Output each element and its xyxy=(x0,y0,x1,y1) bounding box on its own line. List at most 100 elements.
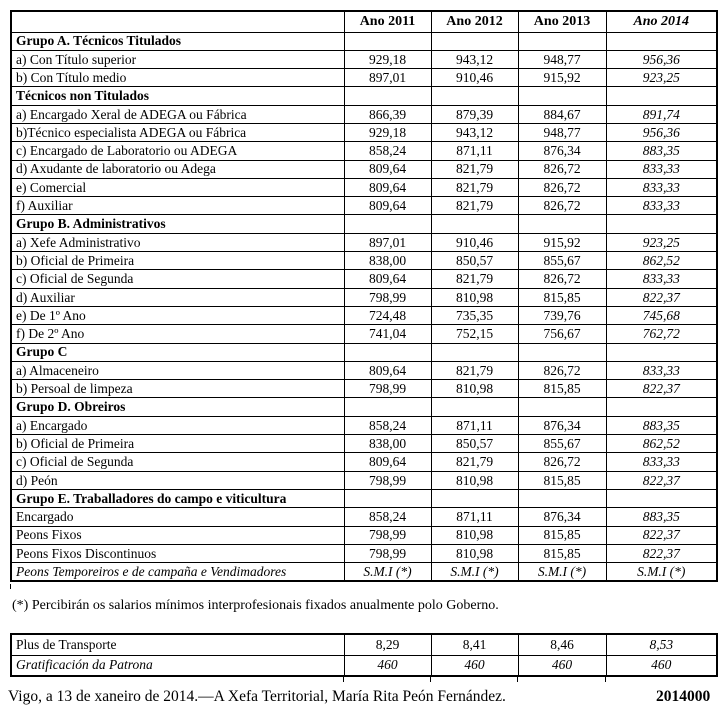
value-cell: 822,37 xyxy=(605,525,718,545)
value-cell: 862,52 xyxy=(605,251,718,271)
table-row: c) Oficial de Segunda 809,64 821,79 826,72 8… xyxy=(10,269,718,289)
value-cell: 821,79 xyxy=(430,360,519,381)
value-cell: 876,34 xyxy=(517,507,607,527)
value-cell: 815,85 xyxy=(517,379,607,399)
value-cell: 855,67 xyxy=(517,251,607,271)
row-label: Grupo B. Administrativos xyxy=(10,214,345,234)
value-cell: 858,24 xyxy=(343,507,432,527)
value-cell: 883,35 xyxy=(605,141,718,161)
table-border-stub xyxy=(10,584,11,589)
table-row: d) Axudante de laboratorio ou Adega 809,6… xyxy=(10,159,718,179)
value-cell: 910,46 xyxy=(430,68,519,88)
value-cell: 891,74 xyxy=(605,104,718,124)
row-label: d) Auxiliar xyxy=(10,287,345,307)
value-cell: 838,00 xyxy=(343,434,432,454)
value-cell: 822,37 xyxy=(605,470,718,490)
value-cell: 821,79 xyxy=(430,196,519,216)
row-label: f) Auxiliar xyxy=(10,196,345,216)
table-row: c) Encargado de Laboratorio ou ADEGA 858,… xyxy=(10,141,718,161)
value-cell: 883,35 xyxy=(605,507,718,527)
row-label: d) Peón xyxy=(10,470,345,490)
table-row: f) De 2º Ano 741,04 752,15 756,67 762,72 xyxy=(10,324,718,344)
table-row: Peons Temporeiros e de campaña e Vendima… xyxy=(10,562,718,582)
value-cell: 915,92 xyxy=(517,68,607,88)
value-cell: 826,72 xyxy=(517,159,607,179)
table-border-stub xyxy=(430,677,431,682)
table-row: Plus de Transporte 8,29 8,41 8,46 8,53 xyxy=(10,633,718,656)
table-border-stub xyxy=(517,677,518,682)
table-row: d) Peón 798,99 810,98 815,85 822,37 xyxy=(10,470,718,490)
value-cell xyxy=(430,86,519,106)
value-cell: S.M.I (*) xyxy=(605,562,718,582)
value-cell: 826,72 xyxy=(517,269,607,289)
value-cell xyxy=(605,214,718,234)
table-row: b) Oficial de Primeira 838,00 850,57 855,67… xyxy=(10,434,718,454)
value-cell: 866,39 xyxy=(343,104,432,124)
value-cell: 810,98 xyxy=(430,287,519,307)
value-cell: 876,34 xyxy=(517,141,607,161)
table-row: Peons Fixos 798,99 810,98 815,85 822,37 xyxy=(10,525,718,545)
row-label: Plus de Transporte xyxy=(10,633,345,656)
value-cell: 821,79 xyxy=(430,159,519,179)
value-cell: 833,33 xyxy=(605,360,718,381)
value-cell: 826,72 xyxy=(517,177,607,198)
table-row: Técnicos non Titulados xyxy=(10,86,718,106)
value-cell: 862,52 xyxy=(605,434,718,454)
value-cell: 815,85 xyxy=(517,287,607,307)
row-label: e) De 1º Ano xyxy=(10,305,345,326)
value-cell: 855,67 xyxy=(517,434,607,454)
value-cell: 809,64 xyxy=(343,177,432,198)
value-cell xyxy=(605,86,718,106)
table-row: f) Auxiliar 809,64 821,79 826,72 833,33 xyxy=(10,196,718,216)
row-label: Grupo D. Obreiros xyxy=(10,397,345,417)
value-cell: 810,98 xyxy=(430,543,519,564)
value-cell: 762,72 xyxy=(605,324,718,344)
row-label: b) Persoal de limpeza xyxy=(10,379,345,399)
row-label: Grupo A. Técnicos Titulados xyxy=(10,31,345,51)
value-cell xyxy=(430,397,519,417)
value-cell xyxy=(430,488,519,509)
corner-header xyxy=(10,10,345,33)
value-cell: 809,64 xyxy=(343,452,432,472)
value-cell: 871,11 xyxy=(430,507,519,527)
value-cell: 460 xyxy=(605,654,718,677)
value-cell: 724,48 xyxy=(343,305,432,326)
value-cell: 929,18 xyxy=(343,122,432,143)
table-row: Grupo B. Administrativos xyxy=(10,214,718,234)
row-label: d) Axudante de laboratorio ou Adega xyxy=(10,159,345,179)
value-cell: 850,57 xyxy=(430,251,519,271)
table-row: b) Persoal de limpeza 798,99 810,98 815,85 8… xyxy=(10,379,718,399)
row-label: a) Xefe Administrativo xyxy=(10,232,345,253)
value-cell: 809,64 xyxy=(343,159,432,179)
row-label: b) Con Título medio xyxy=(10,68,345,88)
salary-table: Ano 2011 Ano 2012 Ano 2013 Ano 2014 Grupo A.… xyxy=(10,10,718,582)
value-cell: 956,36 xyxy=(605,122,718,143)
table-row: b) Oficial de Primeira 838,00 850,57 855,67… xyxy=(10,251,718,271)
value-cell: 923,25 xyxy=(605,68,718,88)
row-label: Grupo C xyxy=(10,342,345,362)
footnote: (*) Percibirán os salarios mínimos inter… xyxy=(12,598,499,613)
row-label: b) Oficial de Primeira xyxy=(10,251,345,271)
value-cell: S.M.I (*) xyxy=(517,562,607,582)
value-cell: 809,64 xyxy=(343,196,432,216)
value-cell: 822,37 xyxy=(605,543,718,564)
row-label: Encargado xyxy=(10,507,345,527)
row-label: Peons Fixos Discontinuos xyxy=(10,543,345,564)
value-cell: 815,85 xyxy=(517,470,607,490)
table-border-stub xyxy=(343,677,344,682)
table-row: d) Auxiliar 798,99 810,98 815,85 822,37 xyxy=(10,287,718,307)
value-cell: 798,99 xyxy=(343,379,432,399)
value-cell xyxy=(343,86,432,106)
table-row: Grupo D. Obreiros xyxy=(10,397,718,417)
value-cell: 8,41 xyxy=(430,633,519,656)
value-cell: 798,99 xyxy=(343,525,432,545)
row-label: Peons Temporeiros e de campaña e Vendima… xyxy=(10,562,345,582)
value-cell xyxy=(517,342,607,362)
value-cell xyxy=(343,31,432,51)
year-header: Ano 2013 xyxy=(517,10,607,33)
table-row: Grupo C xyxy=(10,342,718,362)
header-row: Ano 2011 Ano 2012 Ano 2013 Ano 2014 xyxy=(10,10,718,33)
value-cell: 948,77 xyxy=(517,49,607,70)
value-cell xyxy=(517,31,607,51)
table-border-stub xyxy=(605,677,606,682)
